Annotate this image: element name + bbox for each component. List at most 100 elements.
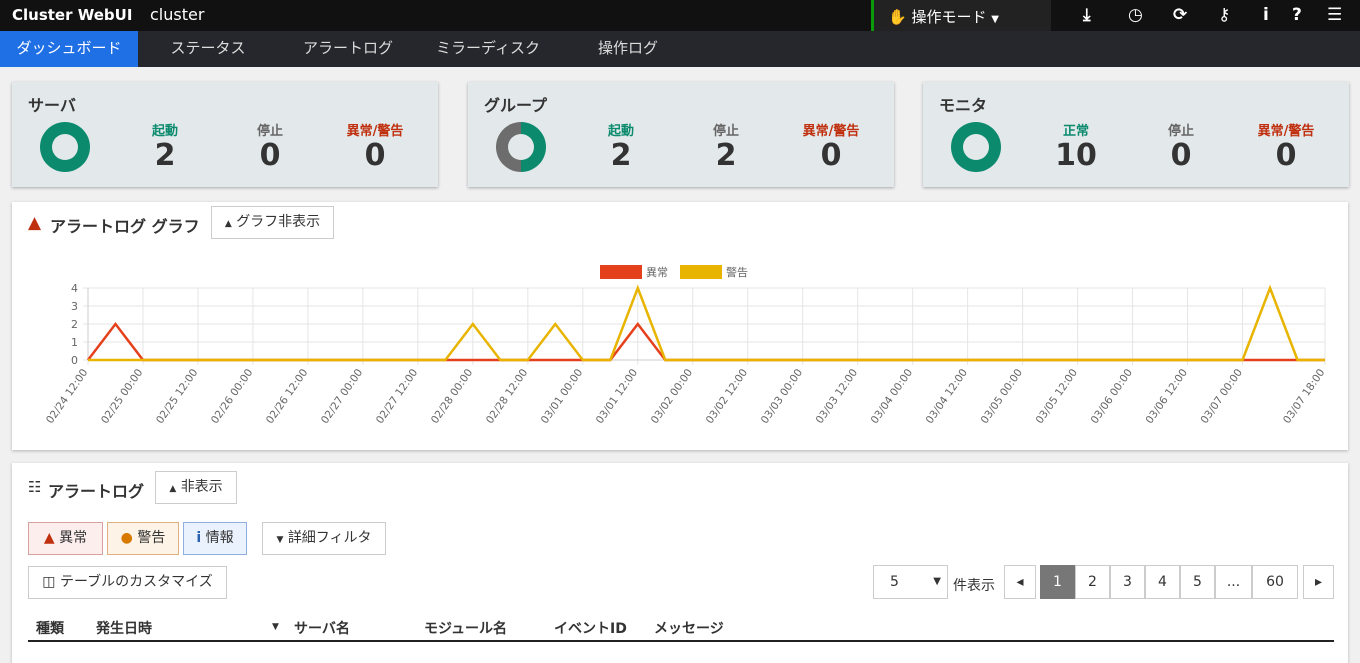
page-button[interactable]: 5 <box>1180 565 1215 599</box>
x-tick-label: 03/01 00:00 <box>539 367 585 426</box>
cluster-name: cluster <box>150 5 205 24</box>
series-line-1 <box>88 284 1325 362</box>
card-title: サーバ <box>28 96 76 115</box>
customize-table-button[interactable]: ◫ テーブルのカスタマイズ <box>28 566 227 599</box>
x-tick-label: 03/02 12:00 <box>704 367 750 426</box>
stat-value: 0 <box>820 138 842 173</box>
page-size-select[interactable]: 5 ▼ <box>873 565 948 599</box>
info-icon[interactable]: i <box>1263 5 1269 25</box>
card-title: モニタ <box>939 96 988 115</box>
main-nav: ダッシュボード ステータス アラートログ ミラーディスク 操作ログ <box>0 31 1360 67</box>
stat-1: 停止 0 <box>1136 120 1226 173</box>
x-tick-label: 03/05 00:00 <box>979 367 1025 426</box>
stat-value: 2 <box>610 138 632 173</box>
x-tick-label: 02/27 12:00 <box>374 367 420 426</box>
stat-1: 停止 0 <box>225 120 315 173</box>
help-icon[interactable]: ? <box>1292 5 1302 25</box>
clock-icon[interactable]: ◷ <box>1128 5 1143 25</box>
x-tick-label: 03/07 18:00 <box>1281 367 1327 426</box>
download-icon[interactable]: ⤓ <box>1083 5 1091 25</box>
column-header[interactable]: 種類 <box>36 621 64 637</box>
group-donut-chart <box>496 122 546 172</box>
legend-label: 異常 <box>646 266 668 279</box>
x-tick-label: 03/03 00:00 <box>759 367 805 426</box>
list-info-icon[interactable]: ☰ <box>1327 5 1343 25</box>
alert-log-panel: ☷ アラートログ ▲ 非表示 ▲ 異常 ● 警告 i 情報 ▼ 詳細フィルタ ◫… <box>12 463 1348 663</box>
refresh-icon[interactable]: ⟳ <box>1173 5 1188 25</box>
stat-label: 停止 <box>256 124 283 139</box>
stat-2: 異常/警告 0 <box>330 120 420 173</box>
server-summary-card[interactable]: サーバ 起動 2 停止 0 異常/警告 0 <box>12 82 438 187</box>
column-header[interactable]: 発生日時 <box>96 621 152 637</box>
monitor-donut-chart <box>951 122 1001 172</box>
chevron-down-icon: ▼ <box>933 576 941 587</box>
y-tick-label: 2 <box>71 318 78 331</box>
column-header[interactable]: メッセージ <box>654 621 724 637</box>
prev-page-button[interactable]: ◂ <box>1004 565 1036 599</box>
x-tick-label: 02/25 12:00 <box>154 367 200 426</box>
stat-value: 0 <box>259 138 281 173</box>
tab-operation-log[interactable]: 操作ログ <box>597 39 658 57</box>
x-tick-label: 03/05 12:00 <box>1034 367 1080 426</box>
page-button[interactable]: 4 <box>1145 565 1180 599</box>
x-tick-label: 02/27 00:00 <box>319 367 365 426</box>
filter-error-button[interactable]: ▲ 異常 <box>28 522 103 555</box>
group-summary-card[interactable]: グループ 起動 2 停止 2 異常/警告 0 <box>468 82 894 187</box>
stat-1: 停止 2 <box>681 120 771 173</box>
stat-value: 10 <box>1055 138 1097 173</box>
tab-status[interactable]: ステータス <box>170 39 246 57</box>
stat-label: 異常/警告 <box>802 124 860 139</box>
x-tick-label: 02/24 12:00 <box>44 367 90 426</box>
server-donut-chart <box>40 122 90 172</box>
filter-warning-button[interactable]: ● 警告 <box>107 522 179 555</box>
alert-graph-panel: ▲ アラートログ グラフ ▲ グラフ非表示 0 1 2 3 4 02/24 12:00 02… <box>12 202 1348 450</box>
x-tick-label: 03/04 12:00 <box>924 367 970 426</box>
x-tick-label: 02/28 00:00 <box>429 367 475 426</box>
next-page-button[interactable]: ▸ <box>1303 565 1334 599</box>
alert-log-title: アラートログ <box>48 482 145 501</box>
hide-alert-log-button[interactable]: ▲ 非表示 <box>155 471 237 504</box>
stat-value: 0 <box>1170 138 1192 173</box>
y-tick-label: 1 <box>71 336 78 349</box>
filter-info-button[interactable]: i 情報 <box>183 522 247 555</box>
stat-2: 異常/警告 0 <box>1241 120 1331 173</box>
stat-0: 起動 2 <box>120 120 210 173</box>
top-bar: Cluster WebUI cluster ✋ 操作モード ▼ ⤓ ◷ ⟳ ⚷ … <box>0 0 1360 31</box>
stat-2: 異常/警告 0 <box>786 120 876 173</box>
brand: Cluster WebUI <box>12 6 133 24</box>
page-button[interactable]: ... <box>1215 565 1252 599</box>
warning-icon: ▲ <box>28 213 42 233</box>
stat-label: 正常 <box>1062 124 1089 139</box>
hide-graph-button[interactable]: ▲ グラフ非表示 <box>211 206 334 239</box>
column-header[interactable]: イベントID <box>554 621 627 637</box>
tab-mirror-disk[interactable]: ミラーディスク <box>436 39 540 57</box>
monitor-summary-card[interactable]: モニタ 正常 10 停止 0 異常/警告 0 <box>923 82 1349 187</box>
key-icon[interactable]: ⚷ <box>1218 5 1231 25</box>
y-tick-label: 0 <box>71 354 78 367</box>
operation-mode-dropdown[interactable]: ✋ 操作モード ▼ <box>871 0 1051 31</box>
x-tick-label: 02/26 12:00 <box>264 367 310 426</box>
sort-desc-icon[interactable]: ▼ <box>272 622 279 632</box>
page-button[interactable]: 3 <box>1110 565 1145 599</box>
x-tick-label: 03/01 12:00 <box>594 367 640 426</box>
stat-label: 異常/警告 <box>1257 124 1315 139</box>
table-header-border <box>28 640 1334 642</box>
page-button[interactable]: 60 <box>1252 565 1298 599</box>
stat-label: 停止 <box>1167 124 1194 139</box>
legend-label: 警告 <box>726 265 748 279</box>
x-tick-label: 03/06 00:00 <box>1089 367 1135 426</box>
detail-filter-button[interactable]: ▼ 詳細フィルタ <box>262 522 386 555</box>
legend-swatch <box>680 265 722 279</box>
stat-label: 停止 <box>712 124 739 139</box>
stat-value: 0 <box>364 138 386 173</box>
stat-label: 異常/警告 <box>346 124 404 139</box>
page-button[interactable]: 2 <box>1075 565 1110 599</box>
tab-dashboard[interactable]: ダッシュボード <box>0 31 138 67</box>
x-tick-label: 03/03 12:00 <box>814 367 860 426</box>
x-tick-label: 03/06 12:00 <box>1144 367 1190 426</box>
column-header[interactable]: サーバ名 <box>294 621 350 637</box>
column-header[interactable]: モジュール名 <box>424 621 508 637</box>
page-button[interactable]: 1 <box>1040 565 1075 599</box>
mode-label: 操作モード <box>911 8 987 26</box>
tab-alert-log[interactable]: アラートログ <box>302 39 393 57</box>
